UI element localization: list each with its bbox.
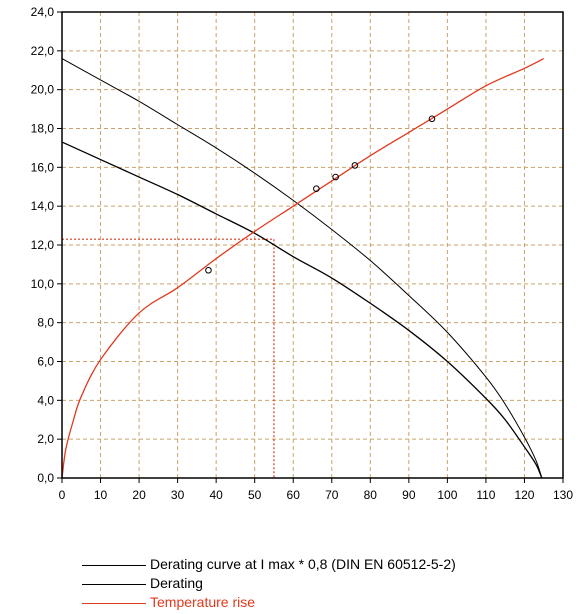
tick-labels: 0 10 20 30 40 50 60 70 80 90 100 110 120 130 0,0 2,0 4,0… xyxy=(31,5,574,502)
y-tick-label: 0,0 xyxy=(37,471,54,485)
x-tick-label: 50 xyxy=(248,488,262,502)
legend-line-temperature-rise xyxy=(82,603,146,604)
x-tick-label: 100 xyxy=(437,488,457,502)
x-tick-label: 70 xyxy=(325,488,339,502)
legend-label-derating: Derating xyxy=(150,575,203,591)
x-tick-label: 130 xyxy=(553,488,573,502)
data-point-marker xyxy=(205,266,212,274)
series-line-temperature-rise xyxy=(61,58,545,479)
y-tick-label: 4,0 xyxy=(37,393,54,407)
y-tick-label: 14,0 xyxy=(31,199,55,213)
y-tick-label: 6,0 xyxy=(37,355,54,369)
x-tick-label: 10 xyxy=(94,488,108,502)
data-point-marker xyxy=(351,162,359,169)
data-point-marker xyxy=(313,185,320,192)
data-point-marker xyxy=(332,173,339,181)
series-line-derating xyxy=(61,58,543,479)
legend-label-temperature-rise: Temperature rise xyxy=(150,594,256,610)
grid xyxy=(62,12,563,478)
legend-label-derating-08: Derating curve at I max * 0,8 (DIN EN 60… xyxy=(150,556,456,572)
y-tick-label: 16,0 xyxy=(31,160,55,174)
y-tick-label: 2,0 xyxy=(37,432,54,446)
series-layer xyxy=(61,58,545,479)
y-tick-label: 22,0 xyxy=(31,44,55,58)
reference-line xyxy=(62,238,275,478)
x-tick-label: 110 xyxy=(476,488,495,502)
y-tick-label: 18,0 xyxy=(31,122,55,136)
legend-line-derating xyxy=(82,584,146,585)
x-tick-label: 0 xyxy=(59,488,66,502)
legend-line-derating-08 xyxy=(82,565,146,566)
y-tick-label: 10,0 xyxy=(31,277,55,291)
y-tick-label: 8,0 xyxy=(37,316,54,330)
x-tick-label: 90 xyxy=(402,488,416,502)
x-tick-label: 20 xyxy=(132,488,146,502)
x-tick-label: 80 xyxy=(364,488,378,502)
derating-chart: 0 10 20 30 40 50 60 70 80 90 100 110 120 130 0,0 2,0 4,0… xyxy=(31,5,574,502)
series-line-derating-08 xyxy=(61,141,543,479)
y-tick-label: 24,0 xyxy=(31,5,55,19)
x-tick-label: 30 xyxy=(171,488,185,502)
x-tick-label: 60 xyxy=(287,488,301,502)
x-tick-label: 40 xyxy=(209,488,223,502)
data-point-marker xyxy=(428,115,436,123)
x-tick-label: 120 xyxy=(514,488,534,502)
y-tick-label: 20,0 xyxy=(31,83,55,97)
plot-frame xyxy=(61,11,564,479)
marker-layer xyxy=(205,115,436,274)
y-tick-label: 12,0 xyxy=(31,238,55,252)
